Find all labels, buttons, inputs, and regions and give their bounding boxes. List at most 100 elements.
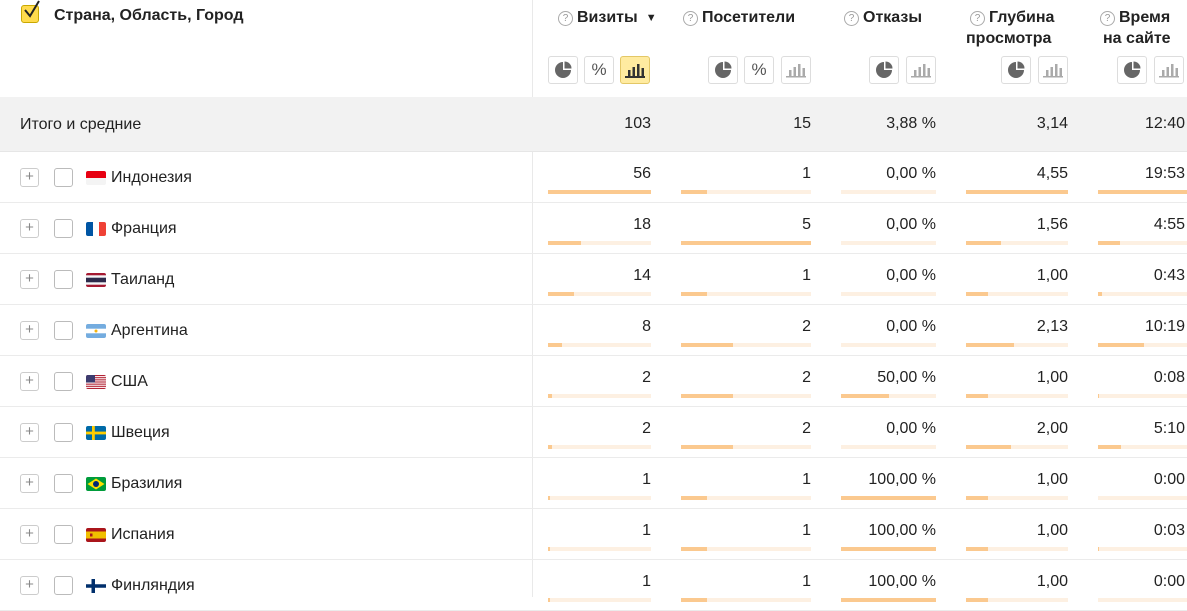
cell-visits: 56 bbox=[633, 165, 651, 182]
pie-view-button[interactable] bbox=[1117, 56, 1147, 84]
row-checkbox[interactable] bbox=[54, 474, 73, 493]
bar-track bbox=[681, 190, 811, 194]
bar-view-button[interactable] bbox=[906, 56, 936, 84]
bar-track bbox=[966, 445, 1068, 449]
cell-bounces: 0,00 % bbox=[886, 165, 936, 182]
percent-view-button[interactable]: % bbox=[744, 56, 774, 84]
column-header-visitors[interactable]: ? Посетители bbox=[683, 7, 795, 28]
column-header-depth[interactable]: ? Глубина просмотра bbox=[966, 9, 1055, 47]
table-row: + Швеция 2 2 0,00 % 2,00 5:10 bbox=[0, 407, 1187, 458]
table-row: + Испания 1 1 100,00 % 1,00 0:03 bbox=[0, 509, 1187, 560]
total-visitors: 15 bbox=[793, 115, 811, 132]
bar-track bbox=[841, 190, 936, 194]
table-row: + Аргентина 8 2 0,00 % 2,13 10:19 bbox=[0, 305, 1187, 356]
percent-view-button[interactable]: % bbox=[584, 56, 614, 84]
bar-fill bbox=[681, 445, 733, 449]
cell-visits: 8 bbox=[642, 318, 651, 335]
row-checkbox[interactable] bbox=[54, 372, 73, 391]
column-header-time[interactable]: ? Время на сайте bbox=[1100, 7, 1171, 49]
bar-fill bbox=[681, 241, 811, 245]
pie-view-button[interactable] bbox=[869, 56, 899, 84]
help-icon[interactable]: ? bbox=[970, 11, 985, 26]
expand-row-button[interactable]: + bbox=[20, 372, 39, 391]
pie-chart-icon bbox=[555, 61, 572, 78]
expand-row-button[interactable]: + bbox=[20, 321, 39, 340]
bar-view-button[interactable] bbox=[620, 56, 650, 84]
country-name[interactable]: Таиланд bbox=[111, 271, 175, 288]
pie-view-button[interactable] bbox=[708, 56, 738, 84]
row-checkbox[interactable] bbox=[54, 168, 73, 187]
bar-track bbox=[1098, 343, 1187, 347]
row-checkbox[interactable] bbox=[54, 423, 73, 442]
bar-view-button[interactable] bbox=[781, 56, 811, 84]
pie-view-button[interactable] bbox=[548, 56, 578, 84]
bar-view-button[interactable] bbox=[1038, 56, 1068, 84]
bar-track bbox=[681, 241, 811, 245]
expand-row-button[interactable]: + bbox=[20, 423, 39, 442]
expand-row-button[interactable]: + bbox=[20, 525, 39, 544]
cell-visits: 1 bbox=[642, 471, 651, 488]
row-checkbox[interactable] bbox=[54, 219, 73, 238]
cell-visitors: 1 bbox=[802, 165, 811, 182]
bar-fill bbox=[681, 292, 707, 296]
bar-track bbox=[1098, 547, 1187, 551]
expand-row-button[interactable]: + bbox=[20, 474, 39, 493]
column-divider bbox=[532, 0, 533, 597]
country-name[interactable]: Испания bbox=[111, 526, 175, 543]
table-row: + Таиланд 14 1 0,00 % 1,00 0:43 bbox=[0, 254, 1187, 305]
bar-fill bbox=[966, 394, 988, 398]
cell-time: 4:55 bbox=[1153, 216, 1185, 233]
country-name[interactable]: Аргентина bbox=[111, 322, 188, 339]
country-name[interactable]: Бразилия bbox=[111, 475, 183, 492]
total-time: 12:40 bbox=[1144, 115, 1185, 132]
bar-fill bbox=[548, 496, 550, 500]
country-name[interactable]: США bbox=[111, 373, 148, 390]
bar-track bbox=[966, 241, 1068, 245]
column-header-visits[interactable]: ? Визиты ▼ bbox=[558, 7, 657, 29]
bar-track bbox=[966, 343, 1068, 347]
pie-view-button[interactable] bbox=[1001, 56, 1031, 84]
help-icon[interactable]: ? bbox=[558, 11, 573, 26]
bar-track bbox=[1098, 394, 1187, 398]
bar-fill bbox=[548, 598, 550, 602]
bar-track bbox=[841, 292, 936, 296]
bar-fill bbox=[966, 343, 1014, 347]
cell-bounces: 100,00 % bbox=[868, 471, 936, 488]
percent-icon: % bbox=[751, 60, 767, 79]
country-flag bbox=[86, 426, 106, 440]
cell-depth: 1,00 bbox=[1036, 369, 1068, 386]
country-name[interactable]: Франция bbox=[111, 220, 177, 237]
expand-row-button[interactable]: + bbox=[20, 270, 39, 289]
country-name[interactable]: Финляндия bbox=[111, 577, 195, 594]
bar-track bbox=[681, 292, 811, 296]
help-icon[interactable]: ? bbox=[1100, 11, 1115, 26]
table-row: + Франция 18 5 0,00 % 1,56 4:55 bbox=[0, 203, 1187, 254]
table-row: + Бразилия 1 1 100,00 % 1,00 0:00 bbox=[0, 458, 1187, 509]
country-name[interactable]: Индонезия bbox=[111, 169, 192, 186]
help-icon[interactable]: ? bbox=[683, 11, 698, 26]
country-name[interactable]: Швеция bbox=[111, 424, 170, 441]
bar-fill bbox=[966, 241, 1001, 245]
cell-visits: 14 bbox=[633, 267, 651, 284]
column-header-bounces[interactable]: ? Отказы bbox=[844, 7, 922, 28]
select-all-checkbox[interactable] bbox=[21, 0, 40, 23]
expand-row-button[interactable]: + bbox=[20, 168, 39, 187]
sort-arrow-icon: ▼ bbox=[645, 12, 657, 24]
country-flag bbox=[86, 324, 106, 338]
cell-time: 0:00 bbox=[1153, 573, 1185, 590]
row-checkbox[interactable] bbox=[54, 321, 73, 340]
totals-row: Итого и средние 103 15 3,88 % 3,14 12:40 bbox=[0, 97, 1187, 152]
bar-fill bbox=[681, 496, 707, 500]
country-flag bbox=[86, 579, 106, 593]
bar-track bbox=[548, 241, 651, 245]
expand-row-button[interactable]: + bbox=[20, 219, 39, 238]
row-checkbox[interactable] bbox=[54, 525, 73, 544]
expand-row-button[interactable]: + bbox=[20, 576, 39, 595]
help-icon[interactable]: ? bbox=[844, 11, 859, 26]
row-checkbox[interactable] bbox=[54, 270, 73, 289]
row-checkbox[interactable] bbox=[54, 576, 73, 595]
cell-time: 10:19 bbox=[1144, 318, 1185, 335]
cell-visitors: 2 bbox=[802, 318, 811, 335]
bar-view-button[interactable] bbox=[1154, 56, 1184, 84]
